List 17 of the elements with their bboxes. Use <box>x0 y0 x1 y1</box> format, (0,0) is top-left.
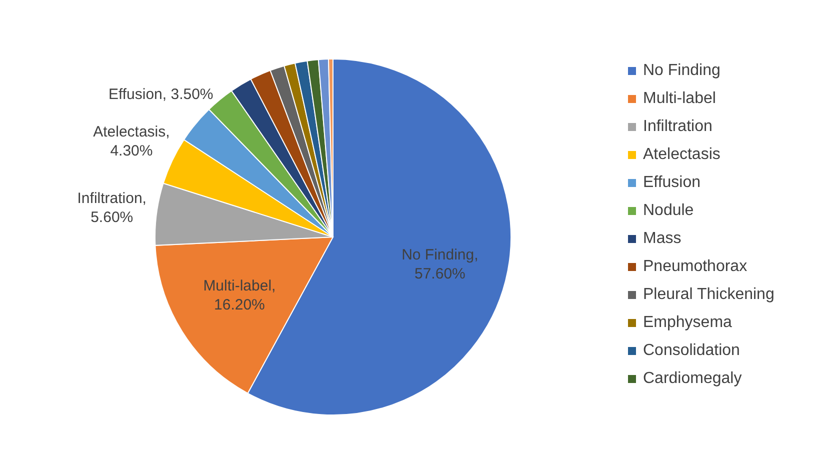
legend-label: No Finding <box>643 62 720 80</box>
legend-label: Consolidation <box>643 342 740 360</box>
legend-label: Pleural Thickening <box>643 286 774 304</box>
data-label: Infiltration, 5.60% <box>77 190 146 226</box>
data-label: Effusion, 3.50% <box>108 86 214 104</box>
data-label: No Finding, 57.60% <box>402 246 478 282</box>
legend-label: Effusion <box>643 174 701 192</box>
legend-label: Cardiomegaly <box>643 370 742 388</box>
legend-label: Nodule <box>643 202 694 220</box>
legend-label: Atelectasis <box>643 146 720 164</box>
data-label: Atelectasis, 4.30% <box>93 123 170 160</box>
legend-label: Mass <box>643 230 682 248</box>
legend-label: Multi-label <box>643 90 716 108</box>
data-label: Multi-label, 16.20% <box>203 278 276 314</box>
legend-label: Emphysema <box>643 314 732 332</box>
legend-label: Pneumothorax <box>643 258 748 276</box>
legend-label: Infiltration <box>643 118 712 136</box>
